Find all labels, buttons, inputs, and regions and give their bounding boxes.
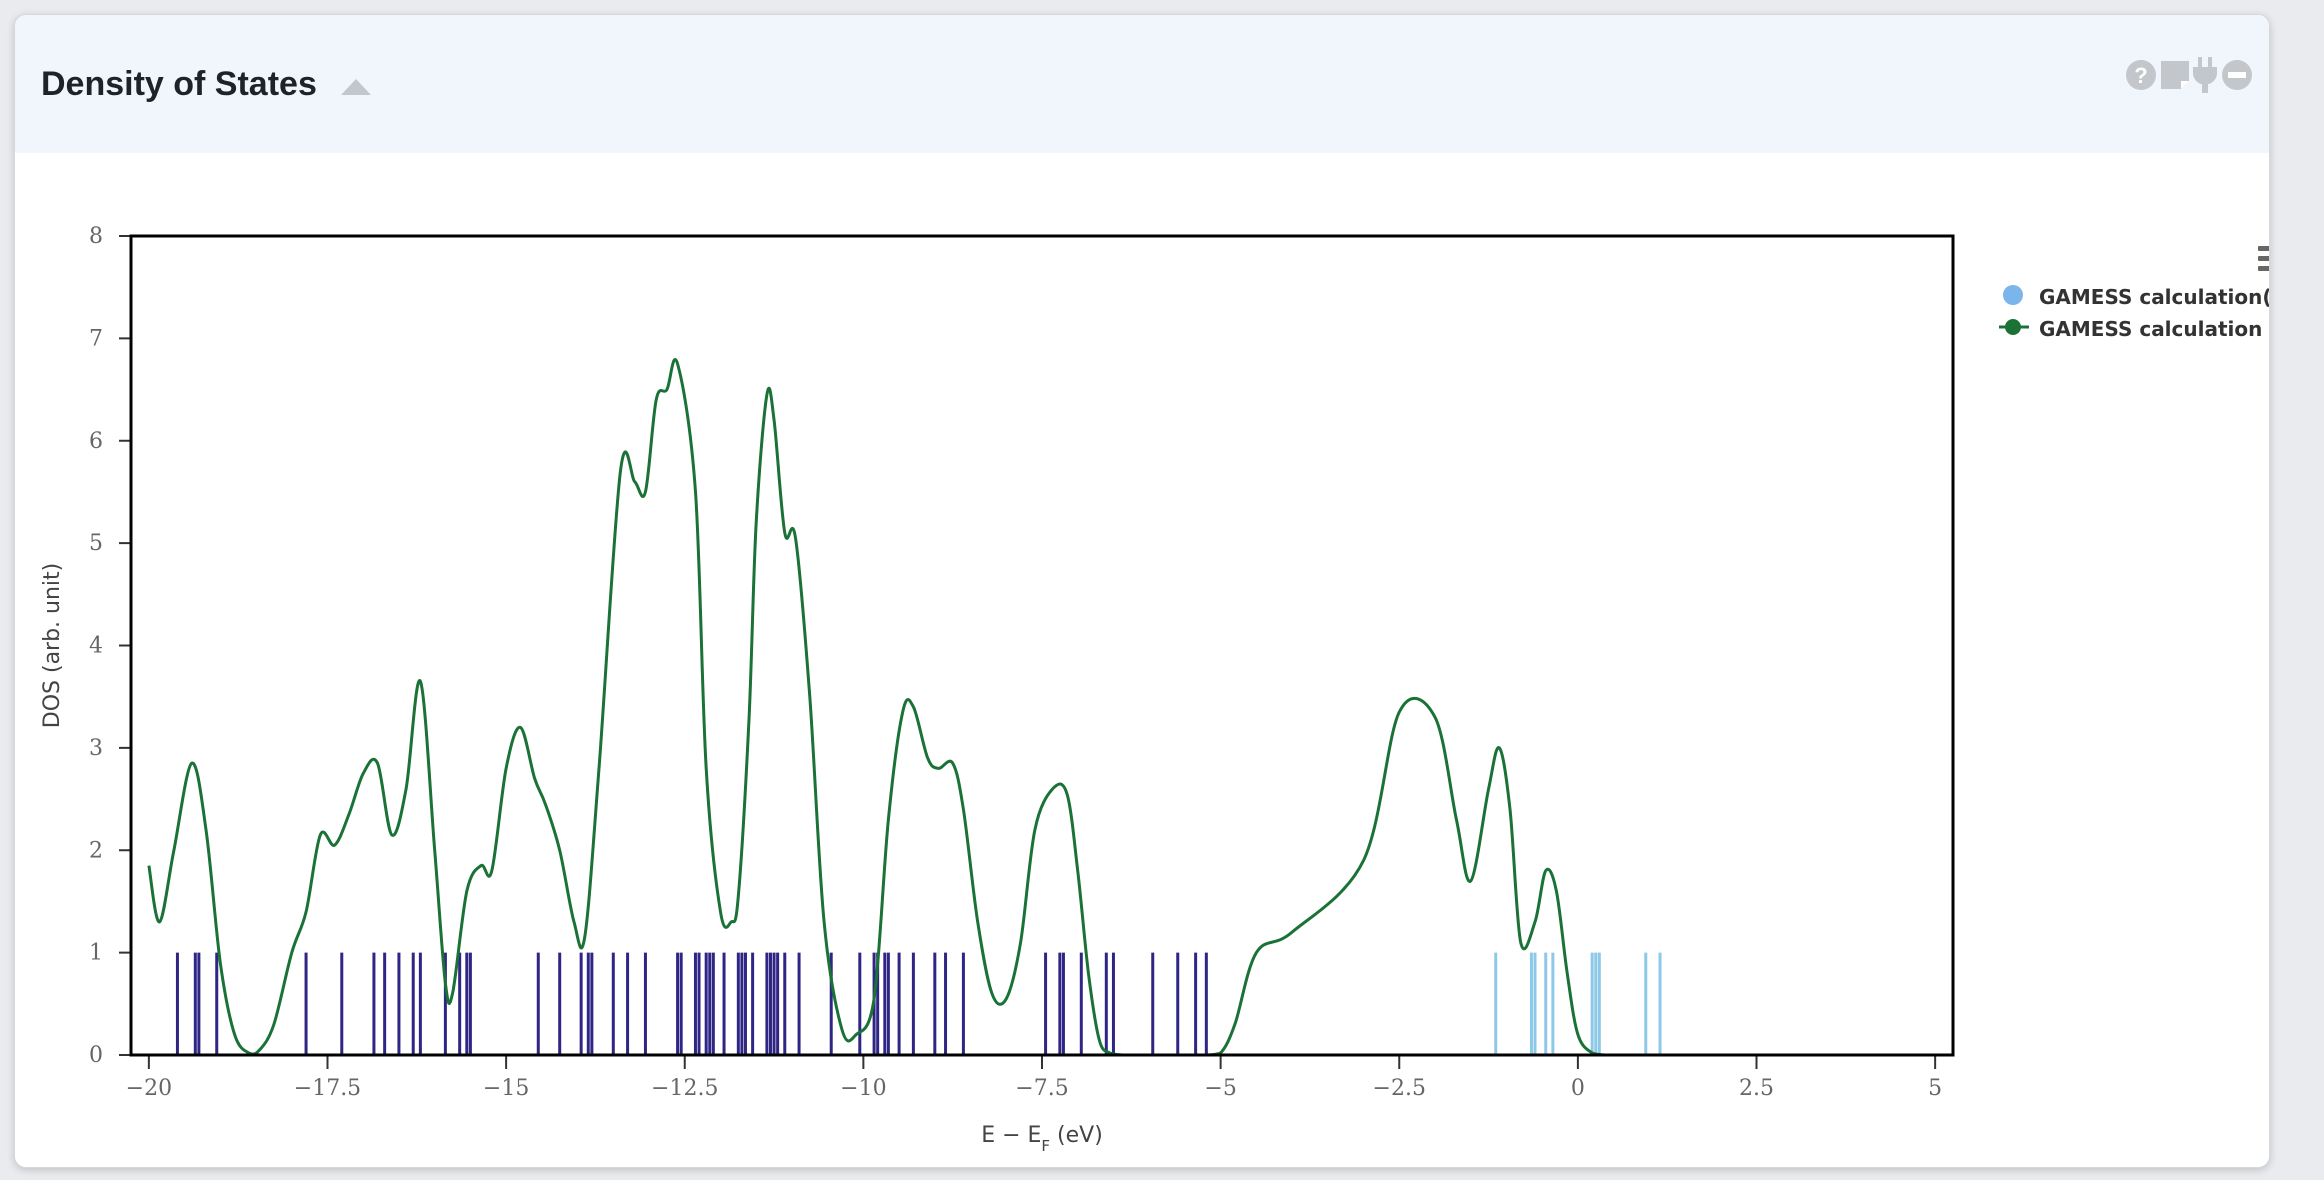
triangle-up-icon[interactable]: [339, 77, 373, 99]
x-axis-title-subscript: F: [1041, 1137, 1050, 1155]
x-axis-title-main: E − E: [981, 1123, 1041, 1148]
minus-circle-icon[interactable]: [2221, 55, 2253, 95]
x-tick-label: −17.5: [294, 1076, 361, 1101]
legend-label-dos: GAMESS calculation: [2039, 317, 2263, 341]
dos-chart: 0 1 2 3 4 5 6 7 8 −20 −17.5 −15 −12.5 −10 −7.5 −5 −2.5 0 2…: [40, 224, 1955, 1155]
plug-icon[interactable]: [2189, 55, 2221, 95]
plot-frame: [129, 234, 1955, 1057]
x-tick-label: 2.5: [1739, 1076, 1774, 1101]
chart-area: 0 1 2 3 4 5 6 7 8 −20 −17.5 −15 −12.5 −10 −7.5 −5 −2.5 0 2…: [15, 153, 2269, 1167]
y-tick-label: 5: [89, 531, 103, 556]
x-axis-title: E − EF (eV): [981, 1123, 1103, 1155]
chart-legend: GAMESS calculation(mo) GAMESS calculatio…: [1987, 279, 2269, 379]
x-tick-label: 0: [1571, 1076, 1585, 1101]
dos-panel: Density of States ?: [14, 14, 2270, 1168]
y-tick-label: 4: [89, 634, 103, 659]
x-axis-title-unit: (eV): [1050, 1123, 1103, 1148]
legend-marker-dos: [1999, 319, 2029, 335]
x-tick-label: −7.5: [1015, 1076, 1068, 1101]
y-axis-title: DOS (arb. unit): [40, 563, 65, 728]
panel-header: Density of States ?: [15, 15, 2269, 153]
y-tick-label: 6: [89, 429, 103, 454]
panel-tools: ?: [2125, 55, 2253, 99]
x-tick-label: −2.5: [1373, 1076, 1426, 1101]
y-tick-label: 3: [89, 736, 103, 761]
note-icon[interactable]: [2159, 55, 2191, 95]
help-icon[interactable]: ?: [2125, 55, 2157, 95]
svg-text:?: ?: [2134, 63, 2147, 88]
legend-label-mo: GAMESS calculation(mo): [2039, 285, 2269, 309]
dos-curve: [147, 358, 1936, 1057]
mo-stick-series: [175, 952, 1662, 1055]
x-tick-label: 5: [1928, 1076, 1942, 1101]
y-tick-label: 0: [89, 1043, 103, 1068]
legend-item-dos[interactable]: GAMESS calculation: [1987, 311, 2269, 343]
legend-marker-mo: [2003, 285, 2023, 305]
plot-background: [131, 236, 1953, 1055]
x-tick-label: −12.5: [651, 1076, 718, 1101]
y-tick-label: 2: [89, 838, 103, 863]
x-tick-label: −5: [1204, 1076, 1236, 1101]
y-tick-label: 7: [89, 326, 103, 351]
hamburger-menu-icon[interactable]: [2255, 243, 2269, 275]
x-tick-label: −15: [483, 1076, 529, 1101]
x-tick-label: −10: [840, 1076, 886, 1101]
panel-title: Density of States: [41, 65, 317, 103]
y-tick-label: 1: [89, 941, 103, 966]
legend-item-mo[interactable]: GAMESS calculation(mo): [1987, 279, 2269, 311]
y-tick-label: 8: [89, 224, 103, 249]
x-tick-label: −20: [126, 1076, 172, 1101]
